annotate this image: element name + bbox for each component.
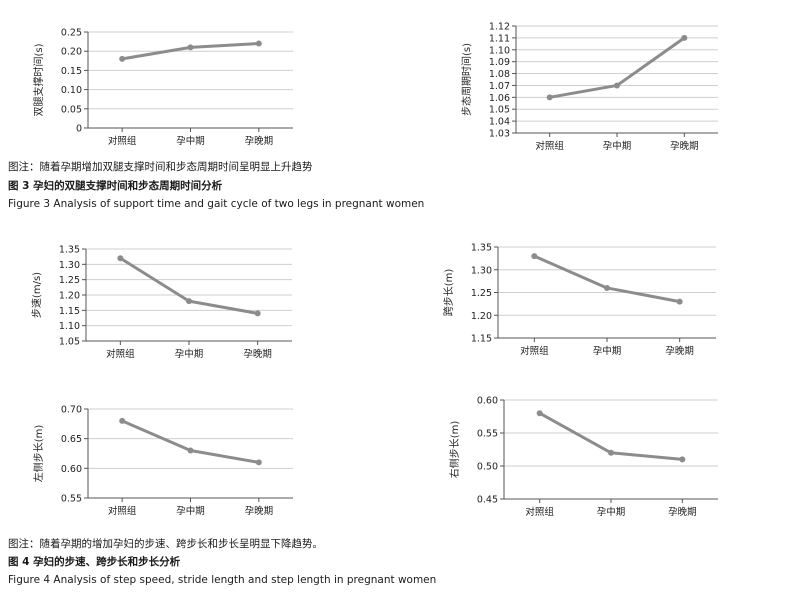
y-tick-label: 1.25 [59, 275, 80, 286]
data-point [614, 82, 620, 89]
fig4-title-cn: 图 4 孕妇的步速、跨步长和步长分析 [8, 556, 181, 568]
y-tick-label: 1.10 [489, 45, 510, 56]
data-point [604, 284, 610, 291]
y-tick-label: 0.70 [61, 405, 82, 416]
data-point [255, 40, 262, 47]
y-axis-label: 跨步长(m) [443, 269, 455, 317]
x-tick-label: 对照组 [535, 140, 564, 152]
y-tick-label: 0 [76, 124, 82, 135]
y-tick-label: 1.20 [59, 291, 80, 302]
y-tick-label: 1.15 [59, 306, 80, 317]
x-tick-label: 孕晚期 [668, 507, 697, 518]
y-axis-label: 左侧步长(m) [32, 425, 45, 483]
y-tick-label: 1.25 [471, 288, 492, 299]
y-tick-label: 1.08 [489, 69, 510, 80]
y-axis-label: 右侧步长(m) [448, 421, 461, 479]
x-tick-label: 对照组 [108, 135, 137, 147]
x-tick-label: 对照组 [525, 506, 554, 518]
y-tick-label: 0.50 [477, 462, 498, 473]
data-point [187, 447, 194, 454]
data-point [187, 44, 194, 51]
y-axis-label: 双腿支撑时间(s) [32, 43, 45, 116]
y-tick-label: 1.12 [489, 22, 510, 33]
data-point [255, 459, 262, 466]
y-tick-label: 0.60 [61, 464, 82, 475]
data-point [546, 94, 553, 101]
y-tick-label: 0.25 [61, 28, 82, 39]
y-axis-label: 步速(m/s) [31, 272, 43, 318]
x-tick-label: 孕晚期 [245, 136, 274, 147]
x-tick-label: 对照组 [108, 505, 137, 517]
data-point [119, 55, 126, 62]
y-tick-label: 0.60 [477, 396, 498, 407]
y-tick-label: 1.05 [489, 105, 510, 116]
data-point [531, 253, 538, 260]
y-tick-label: 0.55 [61, 494, 82, 505]
y-tick-label: 1.03 [489, 129, 510, 140]
y-tick-label: 1.30 [471, 265, 492, 276]
data-point [254, 310, 261, 317]
y-tick-label: 1.35 [59, 245, 80, 256]
data-point [536, 410, 543, 417]
x-tick-label: 孕晚期 [243, 349, 272, 360]
y-tick-label: 1.10 [59, 321, 80, 332]
y-tick-label: 1.04 [489, 117, 510, 128]
x-tick-label: 孕中期 [593, 345, 622, 357]
x-tick-label: 孕中期 [603, 140, 632, 152]
y-tick-label: 1.20 [471, 311, 492, 322]
data-point [681, 34, 688, 41]
fig3-title-cn: 图 3 孕妇的双腿支撑时间和步态周期时间分析 [8, 180, 223, 192]
x-tick-label: 孕晚期 [245, 506, 274, 517]
data-point [676, 298, 683, 305]
fig3-note: 图注：随着孕期增加双腿支撑时间和步态周期时间呈明显上升趋势 [8, 161, 313, 173]
y-tick-label: 1.09 [489, 57, 510, 68]
y-axis-label: 步态周期时间(s) [460, 43, 473, 116]
y-tick-label: 0.45 [477, 495, 498, 506]
y-tick-label: 1.35 [471, 243, 492, 254]
y-tick-label: 1.11 [489, 33, 510, 44]
y-tick-label: 0.10 [61, 85, 82, 96]
data-point [119, 417, 126, 424]
x-tick-label: 孕中期 [176, 135, 205, 147]
x-tick-label: 孕晚期 [665, 346, 694, 357]
fig4-title-en: Figure 4 Analysis of step speed, stride … [8, 574, 437, 586]
y-tick-label: 1.30 [59, 260, 80, 271]
y-tick-label: 1.07 [489, 81, 510, 92]
y-tick-label: 1.05 [59, 337, 80, 348]
x-tick-label: 对照组 [520, 345, 549, 357]
fig3-title-en: Figure 3 Analysis of support time and ga… [8, 198, 425, 210]
x-tick-label: 孕中期 [597, 506, 626, 518]
x-tick-label: 孕中期 [175, 348, 204, 360]
data-point [608, 449, 614, 456]
y-tick-label: 1.06 [489, 93, 510, 104]
x-tick-label: 对照组 [106, 348, 135, 360]
y-tick-label: 0.65 [61, 434, 82, 445]
data-point [186, 298, 192, 305]
y-tick-label: 0.20 [61, 47, 82, 58]
y-tick-label: 1.15 [471, 334, 492, 345]
y-tick-label: 0.55 [477, 429, 498, 440]
x-tick-label: 孕中期 [176, 505, 205, 517]
data-point [117, 255, 124, 262]
x-tick-label: 孕晚期 [670, 141, 699, 152]
data-point [679, 456, 686, 463]
y-tick-label: 0.05 [61, 104, 82, 115]
y-tick-label: 0.15 [61, 66, 82, 77]
fig4-note: 图注：随着孕期的增加孕妇的步速、跨步长和步长呈明显下降趋势。 [8, 538, 323, 550]
